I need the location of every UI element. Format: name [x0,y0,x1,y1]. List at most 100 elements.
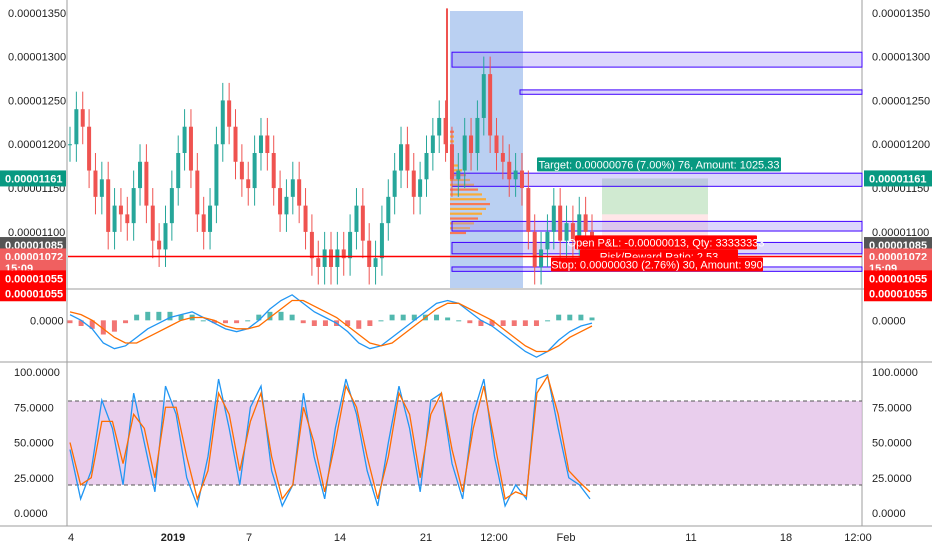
candle-body[interactable] [316,258,321,267]
candle-body[interactable] [354,205,359,232]
macd-line[interactable] [69,294,593,358]
macd-signal-line[interactable] [69,299,593,353]
candle-body[interactable] [233,126,238,162]
candle-body[interactable] [131,188,136,224]
candle-body[interactable] [125,214,130,224]
candle-body[interactable] [87,126,92,171]
stoch-d-line[interactable] [69,374,591,502]
candle-body[interactable] [93,170,98,197]
candle-body[interactable] [386,196,391,224]
candle-body[interactable] [411,170,416,197]
candle-body[interactable] [456,170,461,180]
candle-body[interactable] [303,205,308,232]
candle-body[interactable] [182,126,187,154]
candle-body[interactable] [488,74,493,136]
candle-body[interactable] [195,170,200,215]
candle-body[interactable] [208,205,213,232]
candle-body[interactable] [322,249,327,267]
candle-body[interactable] [163,223,168,250]
candle-body[interactable] [176,153,181,189]
candle-body[interactable] [539,249,544,267]
candle-body[interactable] [577,214,582,241]
candle-body[interactable] [144,161,149,206]
candle-body[interactable] [341,249,346,259]
candle-body[interactable] [118,205,123,215]
drawn-rectangle-zone[interactable] [451,51,863,68]
candle-body[interactable] [150,205,155,241]
candle-body[interactable] [513,170,518,180]
candle-body[interactable] [558,205,563,241]
candle-body[interactable] [265,135,270,154]
candle-body[interactable] [475,117,480,154]
candle-body[interactable] [532,231,537,267]
candle-body[interactable] [99,179,104,197]
drawn-rectangle-zone[interactable] [451,172,863,187]
candle-body[interactable] [443,117,448,145]
candle-body[interactable] [481,74,486,118]
candle-body[interactable] [258,135,263,154]
fixed-range-volume-profile[interactable] [450,11,523,288]
candle-body[interactable] [138,161,143,189]
candle-body[interactable] [437,117,442,136]
candle-body[interactable] [157,240,162,250]
candle-body[interactable] [494,135,499,154]
candle-body[interactable] [246,179,251,189]
macd-pane[interactable] [67,294,595,358]
macd-histogram-bar [578,314,584,321]
candle-body[interactable] [214,144,219,206]
candle-body[interactable] [507,161,512,180]
macd-histogram-bar [311,320,317,326]
candle-body[interactable] [399,144,404,171]
candle-body[interactable] [348,231,353,259]
candle-body[interactable] [418,179,423,197]
candle-body[interactable] [271,153,276,189]
candle-body[interactable] [462,135,467,171]
drawn-rectangle-zone[interactable] [451,220,863,232]
candle-body[interactable] [252,153,257,189]
candle-body[interactable] [519,170,524,189]
candle-body[interactable] [335,249,340,267]
candle-body[interactable] [220,100,225,145]
candle-body[interactable] [424,153,429,180]
candle-body[interactable] [112,205,117,232]
candle-body[interactable] [106,179,111,232]
candle-body[interactable] [278,188,283,215]
candle-body[interactable] [526,188,531,232]
candle-body[interactable] [392,170,397,197]
candle-body[interactable] [297,179,302,206]
candle-body[interactable] [360,205,365,241]
price-badge-left-bg [0,170,66,187]
candle-body[interactable] [583,214,588,232]
candle-body[interactable] [201,214,206,232]
candle-body[interactable] [367,240,372,267]
candle-body[interactable] [500,153,505,162]
stoch-tick-label-right: 25.0000 [872,473,912,485]
candle-body[interactable] [68,144,72,146]
candle-body[interactable] [430,135,435,154]
drawn-rectangle-zone[interactable] [519,89,863,95]
candle-body[interactable] [564,223,569,241]
candle-body[interactable] [227,100,232,127]
candle-body[interactable] [449,144,454,180]
candle-body[interactable] [169,188,174,224]
candle-body[interactable] [284,196,289,215]
candle-body[interactable] [309,231,314,259]
price-pane[interactable]: Target: 0.00000076 (7.00%) 76, Amount: 1… [68,8,863,288]
candle-body[interactable] [405,144,410,171]
position-profit-zone[interactable] [602,178,708,215]
candle-body[interactable] [290,179,295,197]
stoch-pane[interactable] [69,373,591,509]
candle-body[interactable] [239,161,244,180]
candle-body[interactable] [373,258,378,267]
candle-body[interactable] [329,249,333,267]
candle-body[interactable] [469,135,474,154]
stoch-k-line[interactable] [69,373,591,509]
candle-body[interactable] [551,205,556,232]
candle-body[interactable] [74,109,79,145]
candle-body[interactable] [379,223,384,259]
candle-body[interactable] [80,109,85,127]
candle-body[interactable] [545,231,550,250]
candle-body[interactable] [188,126,193,171]
candle-body[interactable] [570,223,575,241]
